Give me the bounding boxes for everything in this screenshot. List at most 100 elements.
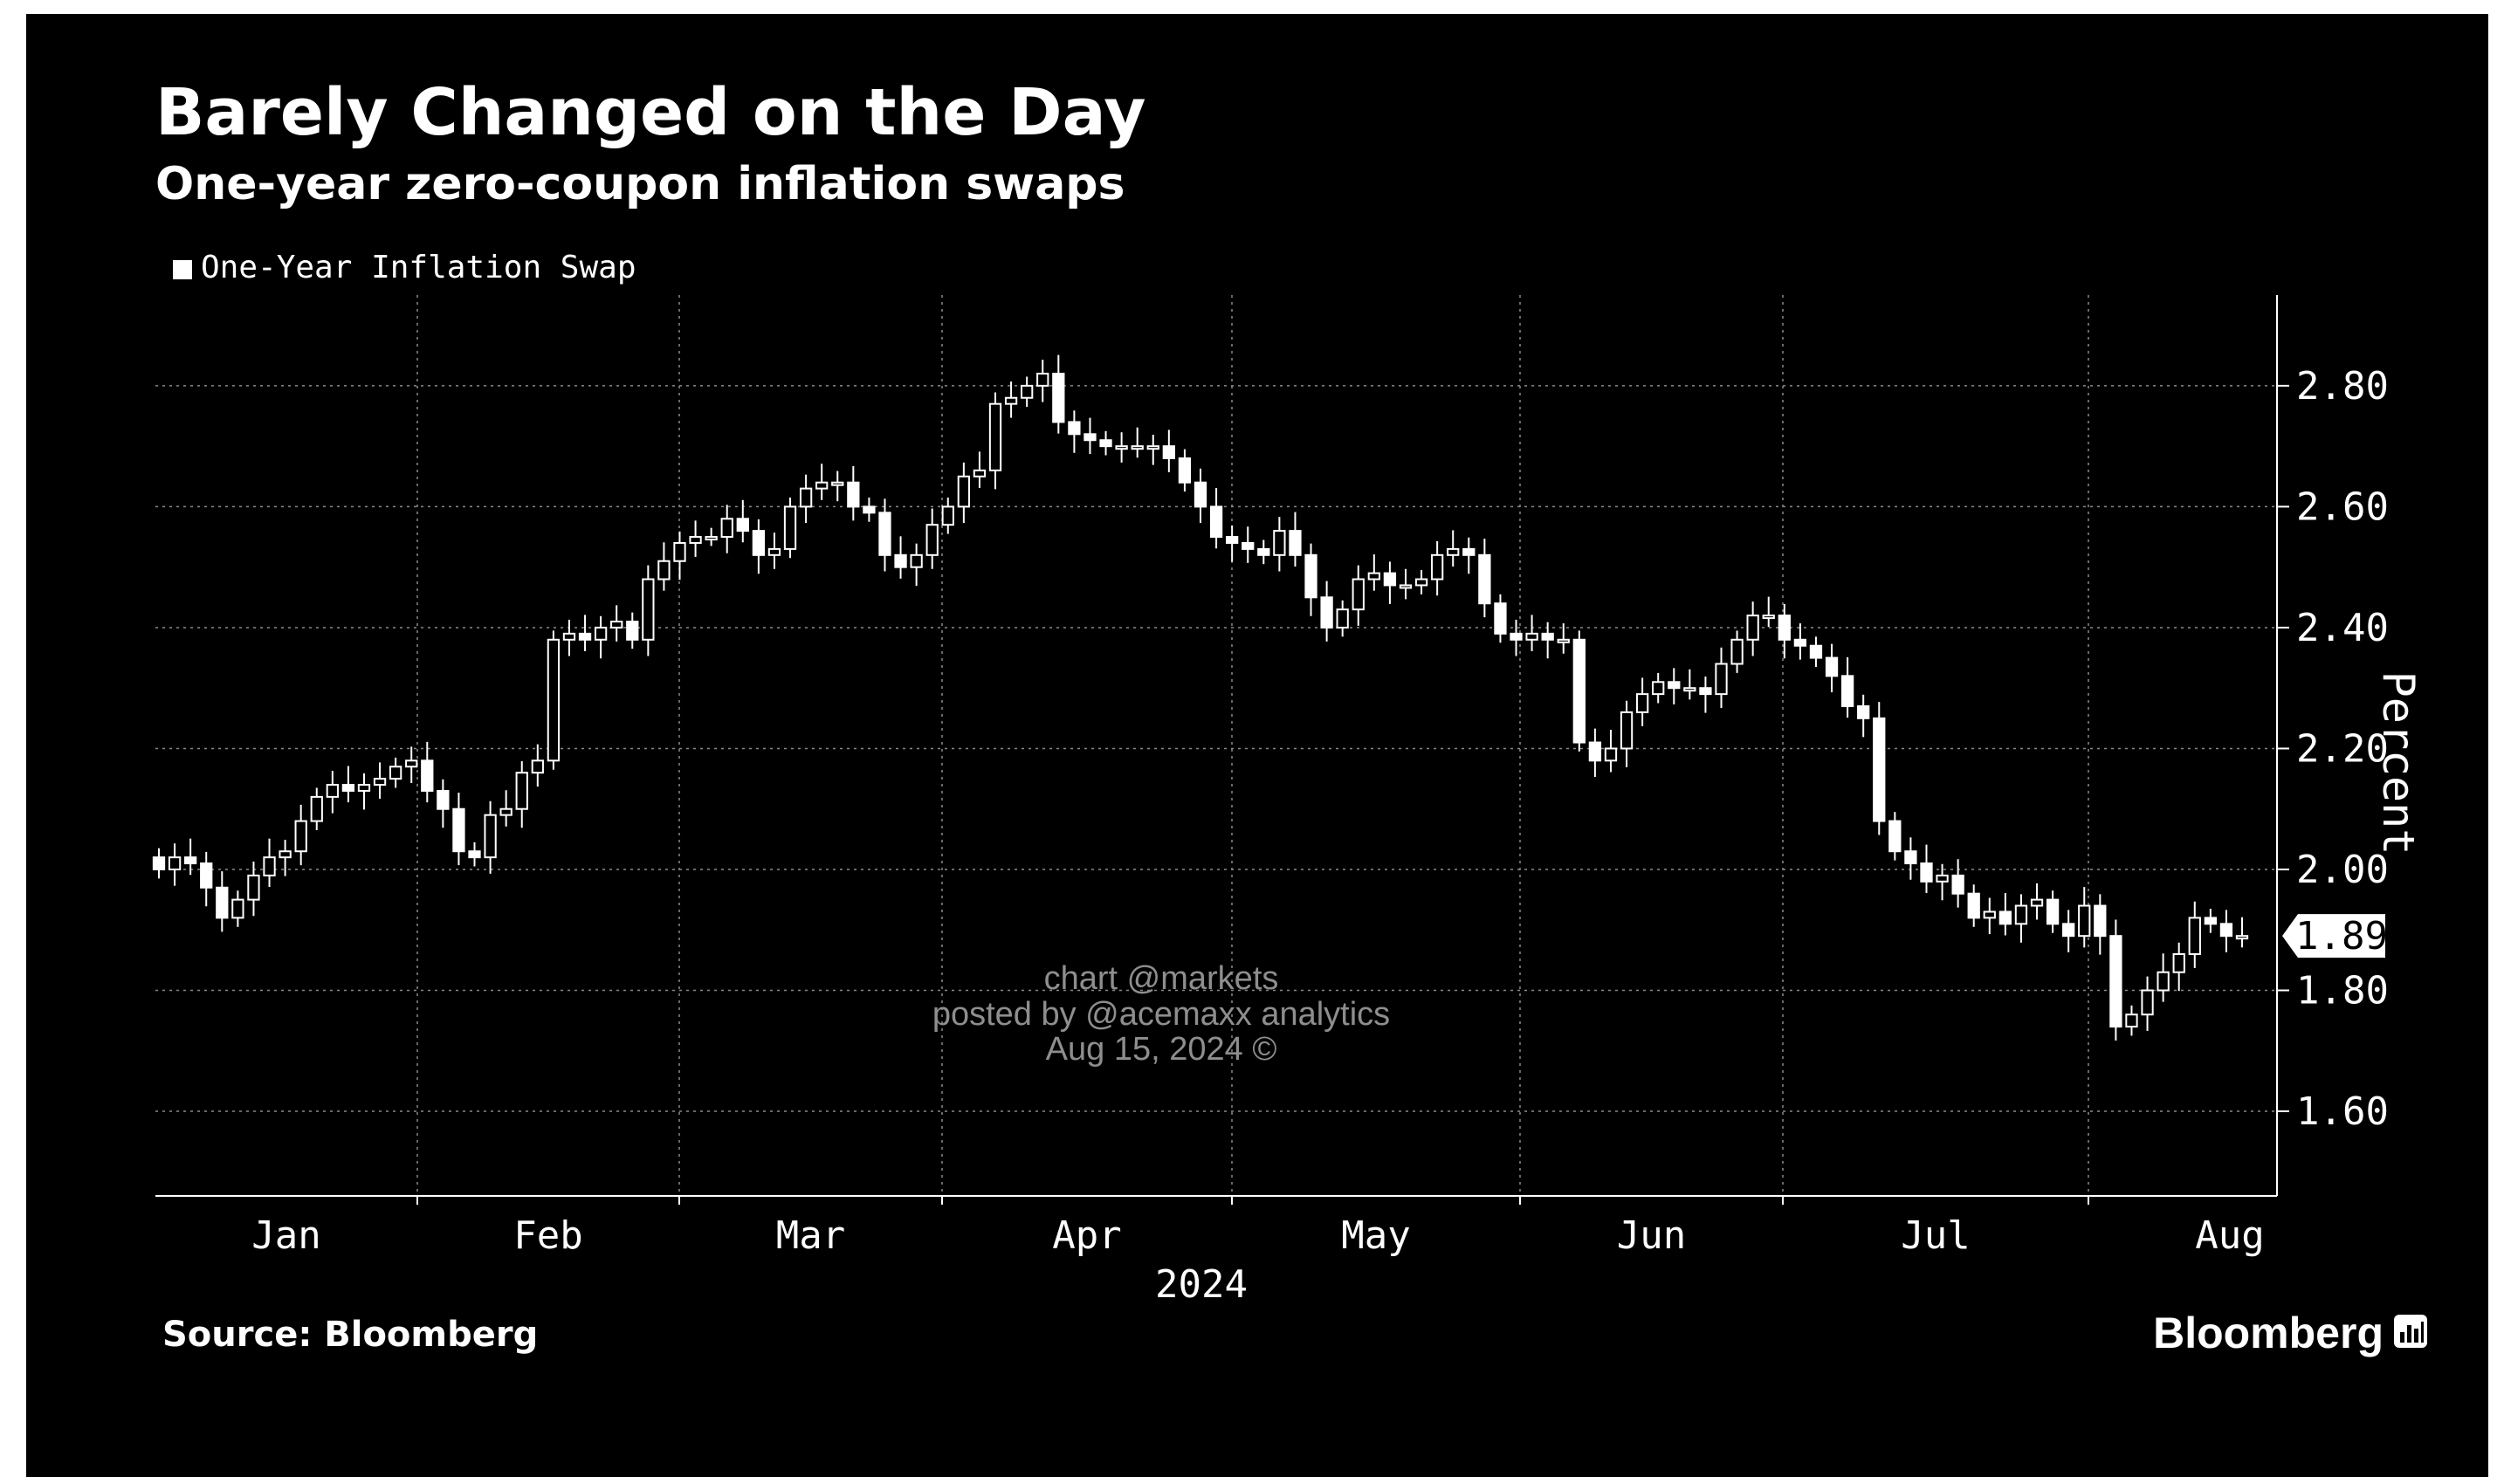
x-tick-label: Apr xyxy=(1052,1213,1121,1258)
candle-body xyxy=(2030,898,2044,907)
candle xyxy=(1099,430,1112,456)
candle-body xyxy=(1478,553,1491,605)
candle xyxy=(1904,837,1917,880)
candle-body xyxy=(1683,687,1696,692)
candle xyxy=(1620,700,1634,767)
candle-body xyxy=(1447,547,1460,556)
candle-body xyxy=(1289,530,1302,556)
candle xyxy=(1304,543,1317,616)
candle-body xyxy=(1857,704,1870,719)
candle xyxy=(878,498,891,572)
candle xyxy=(421,741,434,803)
candle xyxy=(1289,512,1302,567)
candle-body xyxy=(626,621,639,641)
x-tick-label: Jan xyxy=(251,1213,320,1258)
candle-body xyxy=(642,578,655,641)
candle xyxy=(2235,917,2249,948)
candle-body xyxy=(1604,747,1618,762)
candle-body xyxy=(1304,553,1317,599)
candle-body xyxy=(1668,681,1681,690)
candle xyxy=(168,843,182,886)
candle-body xyxy=(2109,935,2122,1028)
candle xyxy=(1604,729,1618,773)
candle-body xyxy=(2062,923,2075,938)
x-tick-label: Aug xyxy=(2195,1213,2264,1258)
candle xyxy=(389,757,402,788)
candle xyxy=(1746,601,1759,656)
candle-body xyxy=(1888,820,1902,853)
candle-body xyxy=(1730,638,1744,665)
candle xyxy=(326,771,339,814)
candle-body xyxy=(610,621,623,629)
chart-title: Barely Changed on the Day xyxy=(155,75,1146,150)
candle-body xyxy=(562,632,576,641)
candle-body xyxy=(1178,457,1192,484)
candle xyxy=(357,773,371,810)
candle xyxy=(1983,897,1996,935)
watermark-line-2: posted by @acemaxx analytics xyxy=(932,996,1390,1033)
candle xyxy=(799,474,813,524)
candle-body xyxy=(1430,553,1444,581)
candle xyxy=(468,842,481,867)
axes: 2.80 2.60 2.40 2.20 2.00 1.80 1.60 Jan Feb Mar Apr… xyxy=(155,295,2389,1258)
y-tick-label: 2.80 xyxy=(2296,364,2389,409)
candle-body xyxy=(2014,904,2028,925)
candle xyxy=(373,762,387,799)
candle xyxy=(673,531,686,581)
x-axis-year-label: 2024 xyxy=(1155,1262,1248,1307)
candle xyxy=(1541,622,1554,659)
candle xyxy=(767,532,781,569)
candle xyxy=(1367,554,1380,591)
candle-body xyxy=(1383,572,1397,587)
bloomberg-chart-logo-icon xyxy=(2394,1315,2427,1348)
candle-body xyxy=(863,505,876,514)
candle xyxy=(1447,530,1460,567)
candle xyxy=(1588,728,1602,778)
candle xyxy=(1242,526,1255,563)
candle-body xyxy=(673,541,686,562)
candle xyxy=(1778,603,1791,659)
candle xyxy=(1115,432,1128,463)
candle xyxy=(2172,942,2185,992)
candle xyxy=(1194,468,1207,524)
candle-body xyxy=(1068,421,1081,436)
candle xyxy=(1352,565,1365,626)
candle xyxy=(1004,381,1018,418)
candle xyxy=(1840,656,1854,718)
candle-body xyxy=(326,784,339,798)
candle xyxy=(642,565,655,656)
x-tick-label: Jul xyxy=(1901,1213,1970,1258)
x-tick-label: Mar xyxy=(776,1213,845,1258)
y-tick-label: 2.60 xyxy=(2296,484,2389,529)
candle xyxy=(1036,360,1049,402)
candle xyxy=(341,766,355,803)
candle-body xyxy=(1209,505,1223,539)
candle-body xyxy=(484,814,497,859)
candle xyxy=(562,619,576,656)
y-tick-label: 1.80 xyxy=(2296,969,2389,1013)
candle xyxy=(2141,976,2154,1031)
candle xyxy=(689,520,702,557)
candle xyxy=(547,630,561,770)
candle xyxy=(1162,429,1175,472)
candle-body xyxy=(2235,935,2249,940)
candle-body xyxy=(815,481,829,490)
candle xyxy=(894,536,907,579)
candle-body xyxy=(357,784,371,792)
candle-body xyxy=(1936,874,1949,883)
candle xyxy=(2030,883,2044,920)
candle-body xyxy=(1052,373,1065,423)
candle-body xyxy=(847,481,860,508)
candle-body xyxy=(184,856,197,865)
candle xyxy=(973,451,987,488)
candle-body xyxy=(279,850,292,859)
legend-swatch xyxy=(173,260,192,279)
candle xyxy=(831,471,844,502)
candle-body xyxy=(1494,602,1507,635)
candle-body xyxy=(973,469,987,477)
candle xyxy=(1083,417,1097,455)
chart-frame: 2.80 2.60 2.40 2.20 2.00 1.80 1.60 Jan Feb Mar Apr… xyxy=(26,14,2488,1477)
candle xyxy=(1399,568,1413,600)
candle xyxy=(1478,539,1491,618)
candle-body xyxy=(2141,989,2154,1016)
